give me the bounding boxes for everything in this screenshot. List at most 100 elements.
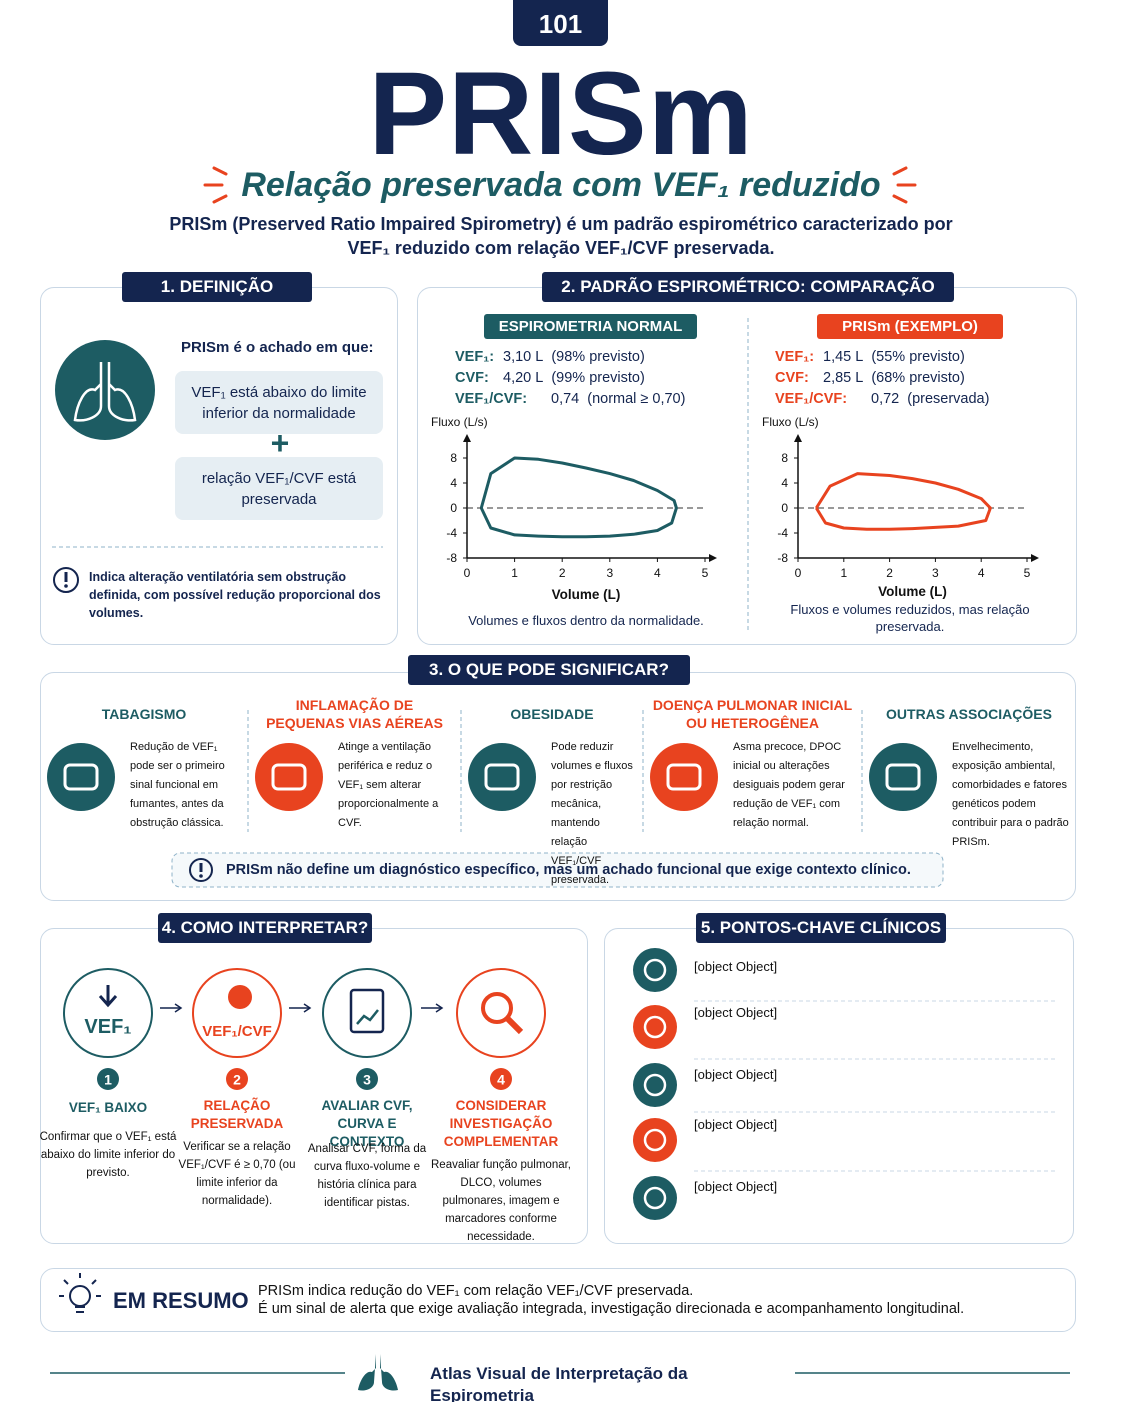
icon-glyph (63, 763, 99, 791)
metric-name: VEF₁/CVF: (455, 391, 528, 407)
summary-line: PRISm indica redução do VEF₁ com relação… (258, 1283, 694, 1299)
icon-glyph (643, 1073, 667, 1097)
footer-lungs (358, 1354, 398, 1391)
icon-glyph (356, 1009, 379, 1025)
icon-glyph (73, 362, 137, 422)
metric-row: VEF₁: 1,45 L (55% previsto) (775, 347, 1065, 367)
cause-icon (47, 743, 115, 811)
metric-row: CVF: 4,20 L (99% previsto) (455, 368, 745, 388)
x-tick-label: 4 (978, 566, 985, 580)
metric-row: VEF₁: 3,10 L (98% previsto) (455, 347, 745, 367)
y-tick-label: 4 (450, 476, 457, 490)
icon-glyph (666, 763, 702, 791)
criterion: VEF₁ está abaixo do limite inferior da n… (175, 371, 383, 434)
cause-title: DOENÇA PULMONAR INICIAL OU HETEROGÊNEA (652, 697, 853, 731)
x-tick-label: 0 (464, 566, 471, 580)
metric-detail: (55% previsto) (871, 349, 965, 365)
key-point: [object Object] (694, 1005, 778, 1020)
note-frame (171, 852, 944, 888)
step-number: 4 (497, 1072, 505, 1088)
axis-arrow (463, 434, 471, 442)
x-tick-label: 5 (1024, 566, 1031, 580)
y-tick-label: 8 (781, 451, 788, 465)
icon-glyph (98, 985, 118, 1008)
icon-circle (47, 743, 115, 811)
metric-name: VEF₁/CVF: (775, 391, 848, 407)
definition-lead: PRISm é o achado em que: (181, 339, 374, 356)
section-heading: 2. PADRÃO ESPIROMÉTRICO: COMPARAÇÃO (542, 272, 954, 302)
x-tick-label: 3 (606, 566, 613, 580)
icon-circle (633, 1176, 677, 1220)
cause-icon (468, 743, 536, 811)
icon-glyph (484, 763, 520, 791)
icon-glyph (643, 958, 667, 982)
cause-icon (650, 743, 718, 811)
panel-caption: Fluxos e volumes reduzidos, mas relação … (790, 602, 1030, 634)
accent-dashes (203, 166, 917, 204)
summary-panel (40, 1268, 1076, 1332)
step-icon-text: VEF₁/CVF (202, 1023, 272, 1040)
metric-value: 2,85 L (823, 370, 864, 386)
icon-glyph (228, 985, 252, 1009)
section-heading: 5. PONTOS-CHAVE CLÍNICOS (696, 913, 946, 943)
icon-glyph (481, 992, 513, 1024)
metric-detail: (normal ≥ 0,70) (587, 391, 686, 407)
key-point: [object Object] (694, 1117, 778, 1132)
y-tick-label: 8 (450, 451, 457, 465)
intro: PRISm (Preserved Ratio Impaired Spiromet… (169, 214, 953, 258)
panel-label: PRISm (EXEMPLO) (817, 314, 1003, 339)
icon-circle (633, 948, 677, 992)
cause-icon (869, 743, 937, 811)
y-tick-label: -8 (446, 551, 457, 565)
step-title: VEF₁ BAIXO (68, 1100, 148, 1115)
metric-row: CVF: 2,85 L (68% previsto) (775, 368, 1065, 388)
cause-icon (255, 743, 323, 811)
icon-glyph (349, 988, 385, 1034)
x-tick-label: 2 (559, 566, 566, 580)
y-axis-label: Fluxo (L/s) (431, 415, 488, 429)
step-title: RELAÇÃO PRESERVADA (190, 1098, 284, 1131)
y-axis-label: Fluxo (L/s) (762, 415, 819, 429)
x-tick-label: 1 (840, 566, 847, 580)
step-number: 1 (104, 1072, 112, 1088)
icon-circle (869, 743, 937, 811)
key-point: [object Object] (694, 959, 778, 974)
summary-line: É um sinal de alerta que exige avaliação… (258, 1301, 965, 1317)
icon-circle (468, 743, 536, 811)
metric-row: VEF₁/CVF: 0,74 (normal ≥ 0,70) (455, 389, 745, 409)
key-point: [object Object] (694, 1067, 778, 1082)
metric-value: 0,74 (551, 391, 580, 407)
y-tick-label: -4 (446, 526, 457, 540)
flow-volume-loop (815, 472, 992, 531)
key-point: [object Object] (694, 1179, 778, 1194)
footer-text: Atlas Visual de Interpretação da Espirom… (430, 1364, 688, 1402)
step-number-circle (97, 1068, 119, 1090)
cause-text: Pode reduzir volumes e fluxos por restri… (551, 741, 633, 886)
y-tick-label: -4 (777, 526, 788, 540)
bulb-icon (59, 1273, 101, 1313)
metric-name: CVF: (775, 370, 809, 386)
step-title: AVALIAR CVF, CURVA E CONTEXTO (321, 1098, 413, 1149)
lung-icon (55, 340, 155, 440)
cause-text: Envelhecimento, exposição ambiental, com… (952, 741, 1069, 848)
step-number: 2 (233, 1072, 241, 1088)
metric-name: VEF₁: (775, 349, 815, 365)
point-icon (633, 948, 677, 992)
x-tick-label: 0 (795, 566, 802, 580)
icon-circle (650, 743, 718, 811)
y-tick-label: -8 (777, 551, 788, 565)
icon-circle (55, 340, 155, 440)
criterion: relação VEF₁/CVF está preservada (175, 457, 383, 520)
x-tick-label: 1 (511, 566, 518, 580)
alert-marks (64, 572, 203, 878)
comparison-panel (417, 287, 1077, 645)
step-text: Analisar CVF, forma da curva fluxo-volum… (307, 1143, 427, 1209)
flow-volume-loop (479, 456, 678, 539)
cause-text: Atinge a ventilação periférica e reduz o… (338, 741, 439, 829)
cause-title: INFLAMAÇÃO DE PEQUENAS VIAS AÉREAS (266, 697, 443, 731)
x-axis-label: Volume (L) (552, 587, 621, 602)
step-icon: 3 (322, 968, 412, 1090)
panel-label: ESPIROMETRIA NORMAL (484, 314, 697, 339)
metric-detail: (98% previsto) (551, 349, 645, 365)
